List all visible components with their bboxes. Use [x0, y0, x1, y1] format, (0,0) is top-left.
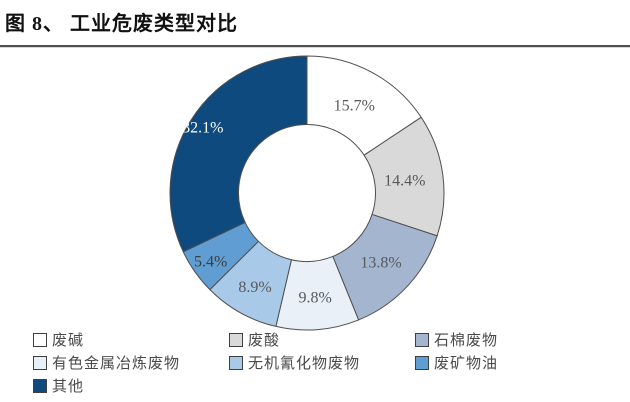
legend-item-2: 废酸 — [229, 331, 415, 349]
legend-item-7: 其他 — [33, 377, 229, 395]
legend-label: 无机氰化物废物 — [248, 356, 361, 372]
legend-label: 有色金属冶炼废物 — [52, 356, 181, 372]
legend-swatch-icon — [33, 378, 47, 393]
legend-item-5: 无机氰化物废物 — [229, 354, 415, 372]
slice-label-5: 8.9% — [238, 279, 271, 296]
legend-swatch-icon — [229, 355, 243, 370]
legend-label: 废酸 — [248, 333, 281, 349]
slice-label-1: 15.7% — [334, 97, 375, 114]
legend-label: 废矿物油 — [434, 356, 499, 372]
legend-swatch-icon — [229, 332, 243, 347]
donut-chart: 15.7% 14.4% 13.8% 9.8% 8.9% 5.4% 32.1% — [169, 55, 445, 331]
legend-item-1: 废碱 — [33, 331, 229, 349]
slice-label-3: 13.8% — [360, 255, 401, 272]
slice-label-2: 14.4% — [384, 172, 425, 189]
legend-label: 其他 — [52, 379, 85, 395]
legend-swatch-icon — [33, 355, 47, 370]
legend-label: 石棉废物 — [434, 333, 499, 349]
slice-label-7: 32.1% — [182, 120, 223, 137]
slice-label-6: 5.4% — [194, 253, 227, 270]
legend-item-4: 有色金属冶炼废物 — [33, 354, 229, 372]
legend-item-6: 废矿物油 — [415, 354, 608, 372]
legend-swatch-icon — [33, 332, 47, 347]
slice-label-4: 9.8% — [299, 289, 332, 306]
legend: 废碱 废酸 石棉废物有色金属冶炼废物 无机氰化物废物 废矿物油其他 — [33, 331, 608, 395]
legend-swatch-icon — [415, 332, 429, 347]
figure-header: 图 8、 工业危废类型对比 — [0, 0, 630, 47]
legend-item-3: 石棉废物 — [415, 331, 608, 349]
donut-slice-7 — [169, 55, 308, 253]
legend-label: 废碱 — [52, 333, 85, 349]
legend-swatch-icon — [415, 355, 429, 370]
figure-title: 图 8、 工业危废类型对比 — [5, 13, 238, 35]
